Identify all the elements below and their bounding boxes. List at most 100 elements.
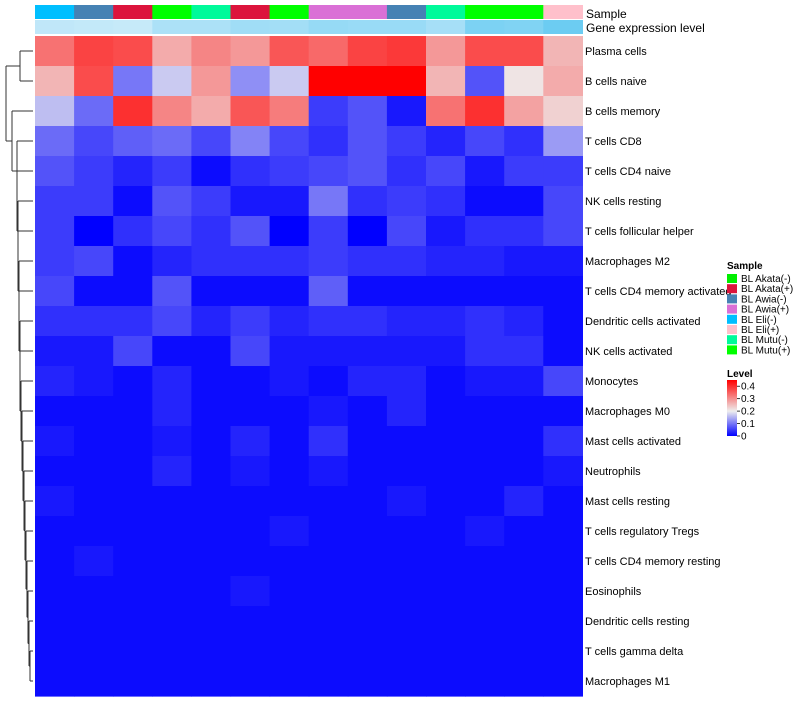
heatmap-cell xyxy=(269,336,310,367)
heatmap-cell xyxy=(191,636,232,667)
sample-annotation-cell xyxy=(74,5,114,19)
row-label: Macrophages M1 xyxy=(585,676,670,688)
heatmap-cell xyxy=(386,66,427,97)
row-label: Neutrophils xyxy=(585,466,641,478)
row-label: T cells regulatory Tregs xyxy=(585,526,700,538)
sample-legend-swatch xyxy=(727,314,737,324)
row-label: Dendritic cells activated xyxy=(585,316,701,328)
sample-annotation-cell xyxy=(543,5,583,19)
level-legend-tick-label: 0 xyxy=(741,432,747,443)
heatmap-cell xyxy=(152,426,192,457)
heatmap-cell xyxy=(465,96,505,127)
row-label: Dendritic cells resting xyxy=(585,616,690,628)
heatmap-cell xyxy=(386,156,427,187)
heatmap-cell xyxy=(152,306,192,337)
heatmap-cell xyxy=(113,306,153,337)
heatmap-cell xyxy=(426,276,466,307)
heatmap-cell xyxy=(191,66,232,97)
heatmap-cell xyxy=(504,36,544,67)
heatmap-cell xyxy=(113,186,153,217)
gene-level-annotation-cell xyxy=(269,20,310,34)
heatmap-cell xyxy=(504,276,544,307)
heatmap-cell xyxy=(308,576,349,607)
heatmap-cell xyxy=(230,486,271,517)
heatmap-cell xyxy=(347,36,388,67)
heatmap-cell xyxy=(269,516,310,547)
heatmap-cell xyxy=(347,666,388,697)
heatmap-cell xyxy=(347,516,388,547)
heatmap-cell xyxy=(347,96,388,127)
heatmap-cell xyxy=(543,66,583,97)
gene-level-annotation-cell xyxy=(543,20,583,34)
heatmap-cell xyxy=(543,306,583,337)
heatmap-cell xyxy=(347,156,388,187)
heatmap-cell xyxy=(230,636,271,667)
heatmap-cell xyxy=(543,126,583,157)
gene-level-annotation-cell xyxy=(191,20,232,34)
heatmap-cell xyxy=(191,606,232,637)
heatmap-cell xyxy=(74,246,114,277)
row-label: T cells gamma delta xyxy=(585,646,684,658)
heatmap-cell xyxy=(74,636,114,667)
heatmap-cell xyxy=(35,126,75,157)
heatmap-cell xyxy=(386,606,427,637)
heatmap-cell xyxy=(386,456,427,487)
heatmap-cell xyxy=(152,96,192,127)
heatmap-cell xyxy=(269,426,310,457)
heatmap-cell xyxy=(543,336,583,367)
heatmap-cell xyxy=(152,396,192,427)
sample-annotation-cell xyxy=(308,5,349,19)
sample-legend-label: BL Eli(-) xyxy=(741,315,777,326)
heatmap-cell xyxy=(113,516,153,547)
level-legend-colorbar xyxy=(727,380,737,436)
heatmap-cell xyxy=(543,606,583,637)
heatmap-cell xyxy=(543,486,583,517)
heatmap-cell xyxy=(74,516,114,547)
row-label: B cells memory xyxy=(585,106,661,118)
heatmap-cell xyxy=(74,186,114,217)
level-legend-tick-label: 0.4 xyxy=(741,382,755,393)
heatmap-cell xyxy=(426,156,466,187)
heatmap-cell xyxy=(35,66,75,97)
heatmap-cell xyxy=(35,156,75,187)
heatmap-cell xyxy=(74,456,114,487)
heatmap-cell xyxy=(191,306,232,337)
heatmap-cell xyxy=(113,276,153,307)
heatmap-cell xyxy=(347,276,388,307)
heatmap-cell xyxy=(543,426,583,457)
heatmap-cell xyxy=(543,186,583,217)
heatmap-cell xyxy=(35,396,75,427)
heatmap-cell xyxy=(191,216,232,247)
heatmap-cell xyxy=(465,216,505,247)
heatmap-cell xyxy=(35,246,75,277)
heatmap-cell xyxy=(504,426,544,457)
heatmap-cell xyxy=(347,576,388,607)
heatmap-cell xyxy=(386,306,427,337)
heatmap-cell xyxy=(426,336,466,367)
heatmap-cell xyxy=(191,666,232,697)
row-label: Plasma cells xyxy=(585,46,647,58)
heatmap-cell xyxy=(308,246,349,277)
gene-level-annotation-cell xyxy=(308,20,349,34)
heatmap-cell xyxy=(152,546,192,577)
heatmap-cell xyxy=(269,246,310,277)
heatmap-cell xyxy=(386,366,427,397)
sample-legend-swatch xyxy=(727,294,737,304)
heatmap-cell xyxy=(465,276,505,307)
sample-annotation-cell xyxy=(35,5,75,19)
gene-level-annotation-cell xyxy=(230,20,271,34)
heatmap-cell xyxy=(386,276,427,307)
heatmap-cell xyxy=(230,36,271,67)
heatmap-cell xyxy=(504,306,544,337)
heatmap-cell xyxy=(230,336,271,367)
heatmap-cell xyxy=(269,486,310,517)
heatmap-cell xyxy=(35,516,75,547)
heatmap-cell xyxy=(269,366,310,397)
heatmap-cell xyxy=(426,606,466,637)
heatmap-cell xyxy=(269,126,310,157)
heatmap-cell xyxy=(152,36,192,67)
heatmap-cell xyxy=(347,546,388,577)
gene-level-annotation-cell xyxy=(386,20,427,34)
heatmap-cells xyxy=(35,36,583,697)
